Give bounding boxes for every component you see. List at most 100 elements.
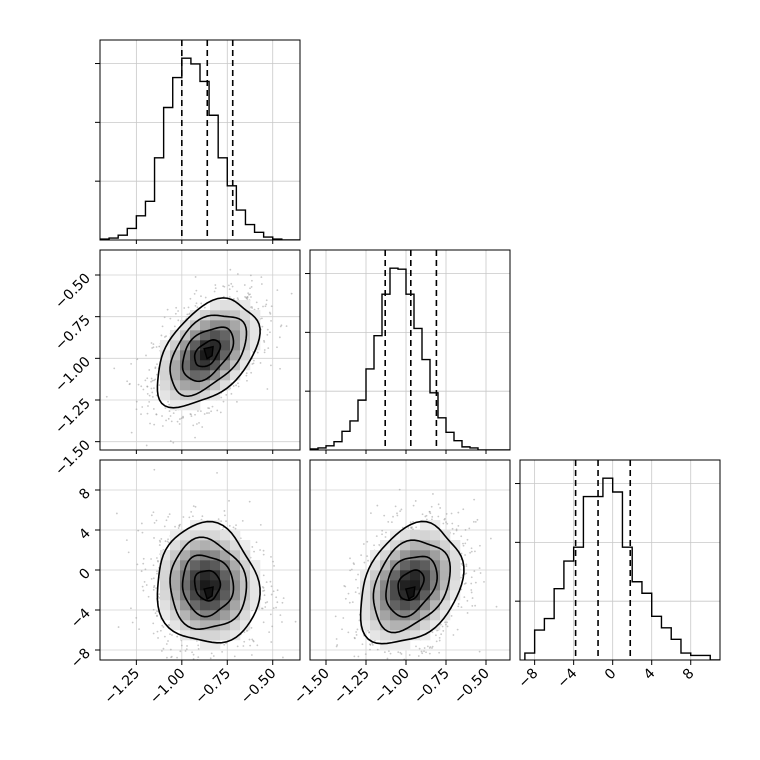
density-cell bbox=[400, 600, 411, 611]
scatter-point bbox=[141, 585, 144, 588]
scatter-point bbox=[460, 535, 463, 538]
scatter-point bbox=[400, 653, 403, 655]
scatter-point bbox=[192, 515, 194, 518]
scatter-point bbox=[387, 520, 390, 523]
scatter-point bbox=[144, 379, 147, 382]
density-cell bbox=[220, 620, 231, 631]
scatter-point bbox=[152, 577, 155, 580]
density-cell bbox=[420, 600, 431, 611]
scatter-point bbox=[357, 573, 359, 576]
scatter-point bbox=[153, 379, 156, 382]
scatter-point bbox=[452, 532, 455, 535]
scatter-point bbox=[148, 400, 151, 403]
scatter-point bbox=[351, 601, 354, 604]
scatter-point bbox=[223, 643, 226, 646]
density-cell bbox=[430, 570, 441, 581]
scatter-point bbox=[387, 650, 390, 652]
y-tick-label: 0 bbox=[76, 566, 94, 584]
pair-2-1-peak-contour bbox=[404, 586, 416, 601]
scatter-point bbox=[146, 377, 149, 380]
density-cell bbox=[400, 610, 411, 621]
scatter-point bbox=[435, 634, 437, 637]
scatter-point bbox=[269, 313, 272, 315]
scatter-point bbox=[169, 648, 172, 651]
scatter-point bbox=[362, 543, 365, 545]
scatter-point bbox=[270, 364, 272, 367]
density-cell bbox=[230, 630, 241, 641]
pair-2-1-x-axis: −1.50−1.25−1.00−0.75−0.50 bbox=[291, 660, 493, 707]
density-cell bbox=[160, 390, 171, 401]
density-cell bbox=[420, 580, 431, 591]
pair-2-0-contours bbox=[156, 520, 261, 644]
density-cell bbox=[170, 540, 181, 551]
scatter-point bbox=[204, 296, 207, 299]
density-cell bbox=[190, 620, 201, 631]
scatter-point bbox=[415, 645, 417, 648]
scatter-point bbox=[451, 522, 454, 525]
scatter-point bbox=[194, 505, 197, 508]
scatter-point bbox=[250, 286, 253, 288]
density-cell bbox=[170, 590, 181, 601]
scatter-point bbox=[160, 650, 163, 652]
density-cell bbox=[210, 350, 221, 361]
scatter-point bbox=[396, 514, 399, 517]
scatter-point bbox=[263, 351, 266, 354]
density-cell bbox=[190, 370, 201, 381]
density-cell bbox=[220, 540, 231, 551]
scatter-point bbox=[158, 593, 161, 596]
density-cell bbox=[380, 570, 391, 581]
density-cell bbox=[430, 530, 441, 541]
scatter-point bbox=[470, 550, 473, 553]
scatter-point bbox=[421, 652, 424, 655]
scatter-point bbox=[152, 346, 155, 349]
density-cell bbox=[440, 540, 451, 551]
scatter-point bbox=[140, 570, 143, 573]
scatter-point bbox=[285, 325, 288, 327]
density-cell bbox=[420, 590, 431, 601]
density-cell bbox=[240, 330, 251, 341]
scatter-point bbox=[276, 601, 279, 604]
pair-2-0-scatter-panel bbox=[99, 459, 301, 667]
scatter-point bbox=[156, 614, 158, 617]
scatter-point bbox=[270, 641, 273, 643]
scatter-point bbox=[423, 650, 425, 653]
y-tick-label: −0.75 bbox=[52, 312, 94, 354]
scatter-point bbox=[168, 410, 171, 412]
scatter-point bbox=[375, 535, 378, 537]
scatter-point bbox=[117, 626, 120, 628]
scatter-point bbox=[259, 549, 261, 551]
scatter-point bbox=[255, 541, 258, 544]
density-cell bbox=[400, 620, 411, 631]
density-cell bbox=[240, 350, 251, 361]
scatter-point bbox=[455, 528, 458, 531]
scatter-point bbox=[236, 400, 238, 403]
scatter-point bbox=[228, 524, 231, 527]
scatter-point bbox=[213, 290, 216, 293]
density-cell bbox=[170, 530, 181, 541]
scatter-point bbox=[142, 562, 145, 565]
scatter-point bbox=[237, 298, 240, 301]
scatter-point bbox=[214, 665, 216, 667]
scatter-point bbox=[153, 423, 156, 426]
density-cell bbox=[210, 370, 221, 381]
density-cell bbox=[390, 610, 401, 621]
density-cell bbox=[200, 530, 211, 541]
scatter-point bbox=[166, 656, 168, 659]
scatter-point bbox=[278, 336, 281, 339]
scatter-point bbox=[435, 640, 438, 643]
density-cell bbox=[220, 340, 231, 351]
scatter-point bbox=[334, 615, 337, 618]
scatter-point bbox=[177, 319, 180, 322]
density-cell bbox=[230, 540, 241, 551]
scatter-point bbox=[363, 561, 366, 564]
density-cell bbox=[430, 600, 441, 611]
scatter-point bbox=[441, 625, 444, 628]
diag-3-histogram bbox=[515, 459, 721, 661]
scatter-point bbox=[460, 576, 462, 579]
scatter-point bbox=[276, 289, 279, 292]
scatter-point bbox=[396, 512, 398, 515]
scatter-point bbox=[438, 636, 441, 639]
density-cell bbox=[170, 370, 181, 381]
scatter-point bbox=[198, 421, 200, 424]
scatter-point bbox=[355, 631, 358, 633]
